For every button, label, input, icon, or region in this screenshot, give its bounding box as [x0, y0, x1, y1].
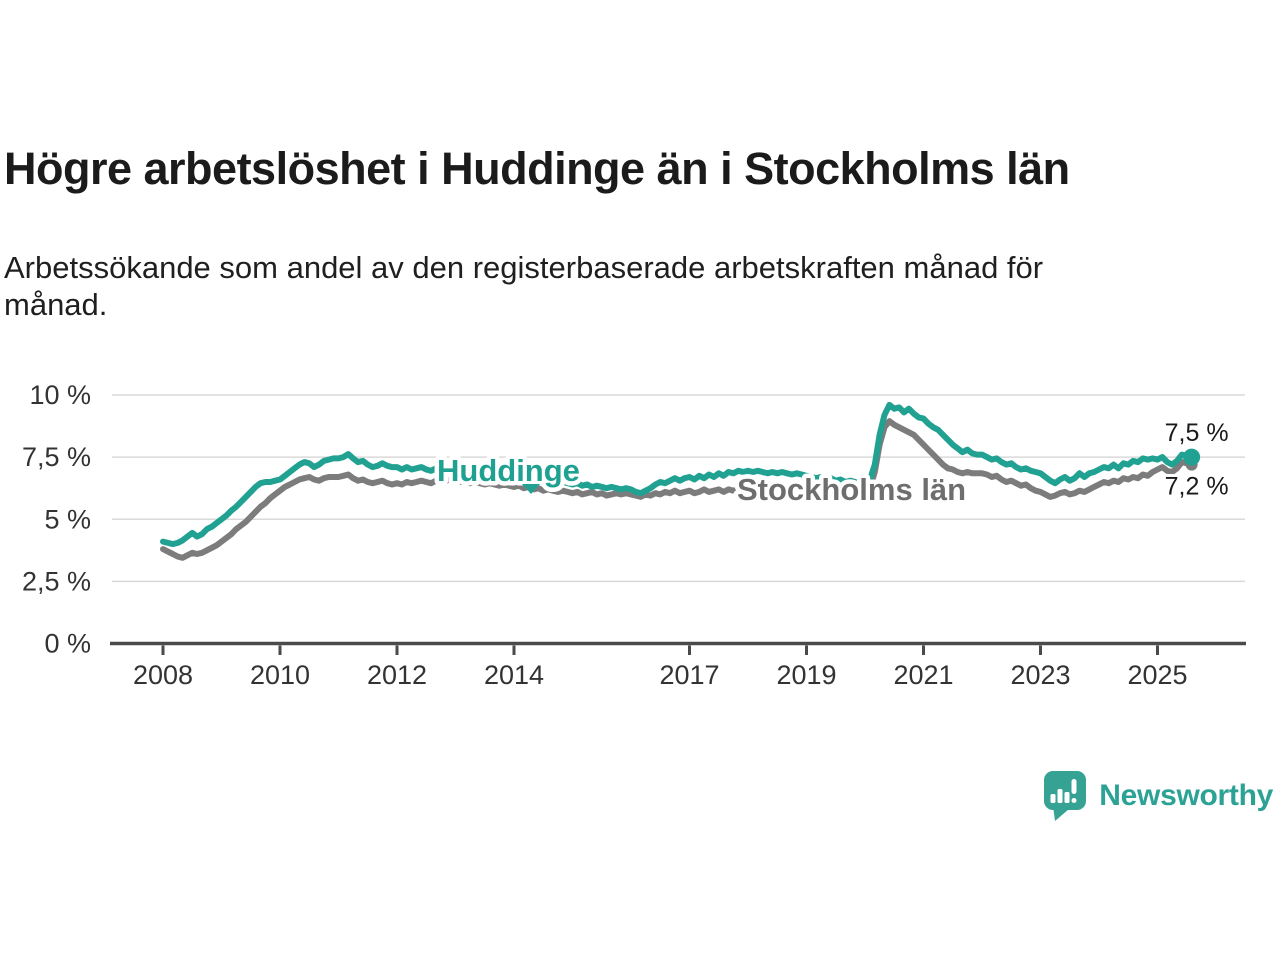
series-line-stockholms-län [160, 418, 1195, 561]
x-tick-label: 2017 [659, 660, 719, 690]
series-line-huddinge [160, 401, 1195, 548]
x-tick-label: 2021 [893, 660, 953, 690]
y-tick-label: 0 % [44, 629, 91, 659]
series-end-value-huddinge: 7,5 % [1165, 419, 1229, 447]
x-tick-label: 2023 [1010, 660, 1070, 690]
chart-title: Högre arbetslöshet i Huddinge än i Stock… [4, 143, 1070, 194]
x-tick-label: 2012 [367, 660, 427, 690]
x-tick-label: 2008 [133, 660, 193, 690]
y-tick-label: 5 % [44, 504, 91, 534]
series-label-stockholms-län: Stockholms län [737, 472, 966, 507]
y-tick-label: 10 % [29, 380, 91, 410]
series-end-dot-huddinge [1183, 448, 1201, 466]
series-end-value-stockholms-län: 7,2 % [1165, 473, 1229, 501]
x-tick-label: 2025 [1127, 660, 1187, 690]
series-label-huddinge: Huddinge [437, 453, 580, 488]
newsworthy-branding: Newsworthy [1042, 770, 1273, 822]
chart-subtitle: Arbetssökande som andel av den registerb… [4, 250, 1044, 322]
x-tick-label: 2014 [484, 660, 544, 690]
x-tick-label: 2019 [776, 660, 836, 690]
newsworthy-logo-icon [1044, 771, 1087, 821]
newsworthy-logo-text: Newsworthy [1099, 779, 1273, 812]
y-tick-label: 2,5 % [22, 566, 91, 596]
x-tick-label: 2010 [250, 660, 310, 690]
y-tick-label: 7,5 % [22, 442, 91, 472]
series-label-marker-huddinge [522, 484, 540, 494]
